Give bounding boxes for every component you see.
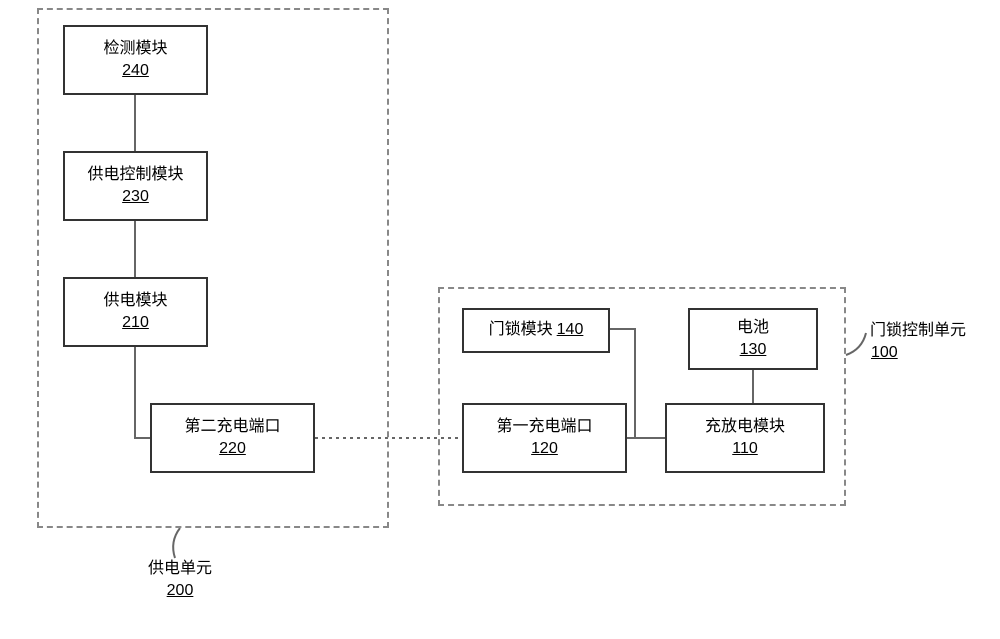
module-number: 230 — [122, 186, 149, 208]
module-label: 供电控制模块 — [87, 164, 183, 186]
unit-text: 门锁控制单元 — [870, 322, 966, 339]
unit-number: 100 — [871, 342, 983, 364]
module-number: 220 — [219, 438, 246, 460]
module-number: 140 — [557, 319, 584, 341]
module-number: 240 — [122, 60, 149, 82]
power-unit-label: 供电单元 200 — [120, 558, 240, 603]
module-number: 120 — [531, 438, 558, 460]
charge-discharge-module-110: 充放电模块 110 — [665, 403, 825, 473]
module-number: 110 — [732, 438, 758, 460]
module-label: 第一充电端口 — [496, 416, 592, 438]
second-charging-port-220: 第二充电端口 220 — [150, 403, 315, 473]
unit-text: 供电单元 — [120, 558, 240, 580]
module-label: 门锁模块 — [489, 319, 553, 341]
power-module-210: 供电模块 210 — [63, 277, 208, 347]
module-label: 充放电模块 — [705, 416, 785, 438]
power-control-module-230: 供电控制模块 230 — [63, 151, 208, 221]
unit-number: 200 — [120, 580, 240, 602]
first-charging-port-120: 第一充电端口 120 — [462, 403, 627, 473]
module-number: 130 — [740, 339, 767, 361]
module-label: 供电模块 — [103, 290, 167, 312]
module-number: 210 — [122, 312, 149, 334]
lock-unit-label: 门锁控制单元 100 — [853, 320, 983, 365]
lock-module-140: 门锁模块 140 — [462, 308, 610, 353]
detection-module-240: 检测模块 240 — [63, 25, 208, 95]
module-label: 第二充电端口 — [184, 416, 280, 438]
module-label: 电池 — [737, 317, 769, 339]
battery-130: 电池 130 — [688, 308, 818, 370]
module-label: 检测模块 — [103, 38, 167, 60]
